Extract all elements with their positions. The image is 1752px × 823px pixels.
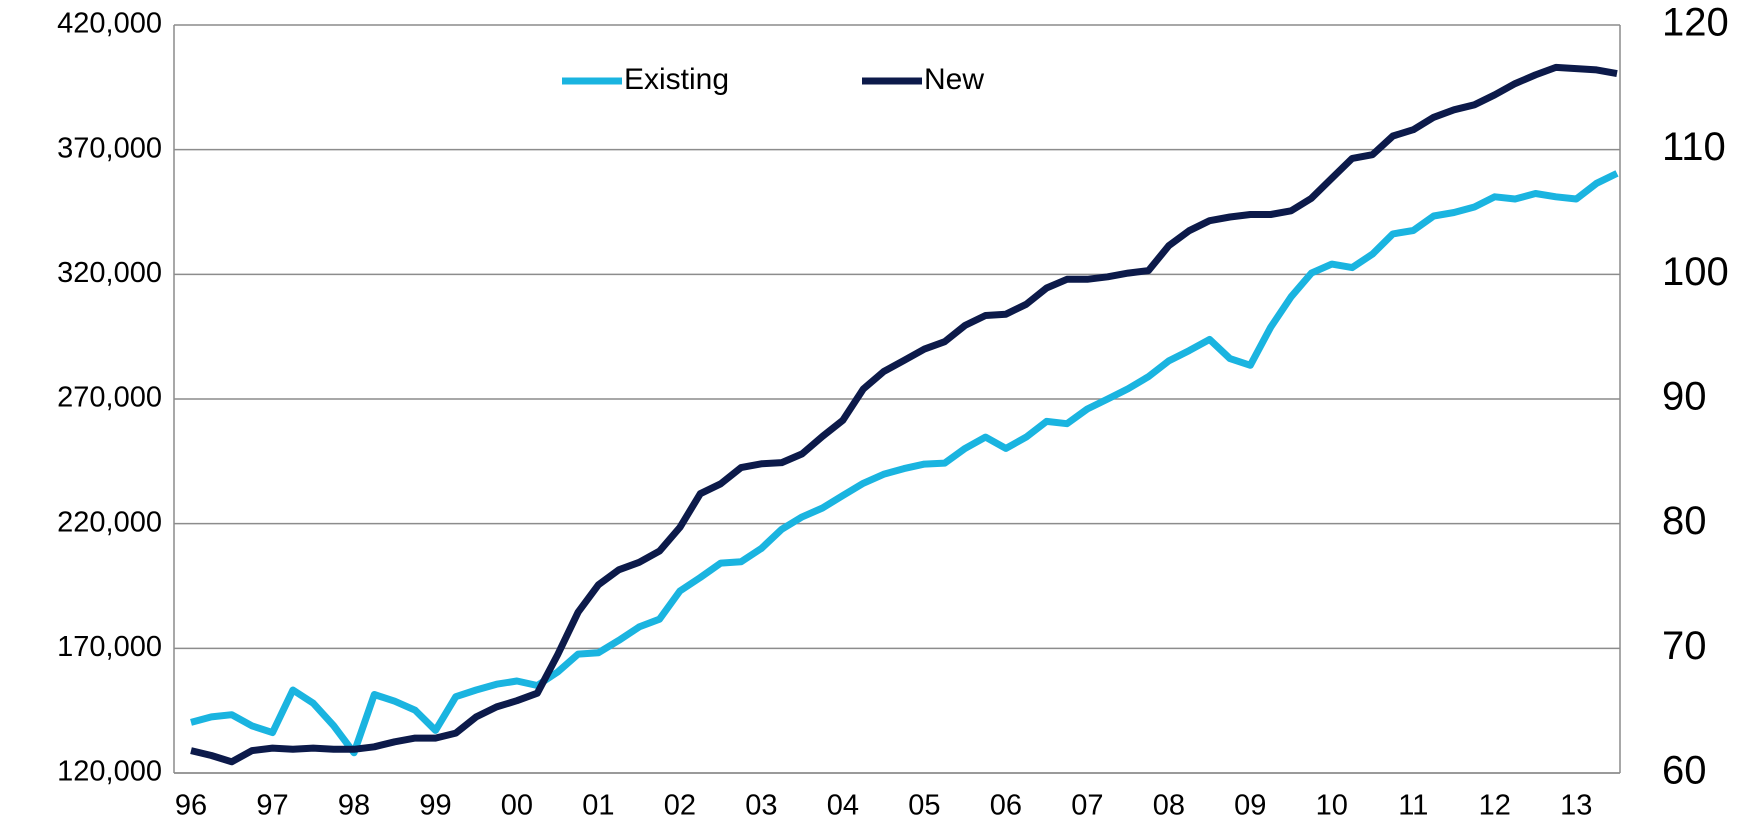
x-tick-label: 02	[664, 790, 696, 822]
y-tick-label: 170,000	[57, 631, 162, 663]
series-line	[190, 170, 1619, 757]
x-tick-label: 01	[582, 790, 614, 822]
y2-tick-label: 70	[1662, 624, 1707, 668]
x-tick-label: 10	[1316, 790, 1348, 822]
y2-tick-label: 100	[1662, 250, 1729, 294]
x-tick-label: 12	[1479, 790, 1511, 822]
y2-tick-label: 110	[1662, 125, 1726, 169]
y-tick-label: 370,000	[57, 132, 162, 164]
y-tick-label: 270,000	[57, 382, 162, 414]
legend-label: Existing	[624, 63, 729, 96]
legend-label: New	[924, 63, 984, 96]
y-tick-label: 120,000	[57, 756, 162, 788]
y-tick-label: 220,000	[57, 506, 162, 538]
x-tick-label: 96	[175, 790, 207, 822]
x-tick-label: 08	[1153, 790, 1185, 822]
y2-tick-label: 60	[1662, 749, 1707, 793]
x-tick-label: 00	[501, 790, 533, 822]
y-tick-label: 420,000	[57, 8, 162, 40]
x-tick-label: 09	[1234, 790, 1266, 822]
x-tick-label: 97	[256, 790, 288, 822]
x-tick-label: 05	[908, 790, 940, 822]
x-tick-label: 98	[338, 790, 370, 822]
x-tick-label: 11	[1398, 790, 1428, 822]
x-tick-label: 03	[745, 790, 777, 822]
y2-tick-label: 80	[1662, 499, 1707, 543]
y-tick-label: 320,000	[57, 257, 162, 289]
x-tick-label: 07	[1071, 790, 1103, 822]
y2-tick-label: 120	[1662, 1, 1729, 45]
x-tick-label: 99	[419, 790, 451, 822]
x-tick-label: 13	[1560, 790, 1592, 822]
series-line	[190, 63, 1618, 766]
x-tick-label: 04	[827, 790, 859, 822]
x-tick-label: 06	[990, 790, 1022, 822]
y2-tick-label: 90	[1662, 375, 1707, 419]
